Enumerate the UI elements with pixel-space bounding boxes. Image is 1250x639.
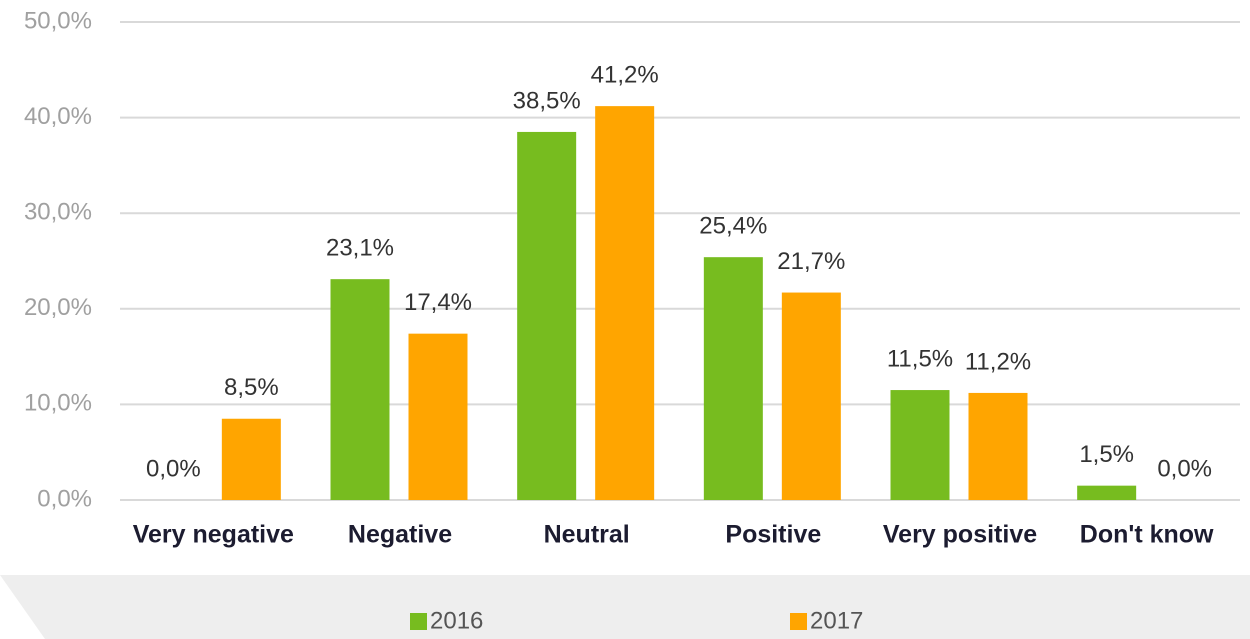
data-label: 23,1% xyxy=(326,235,394,262)
data-label: 17,4% xyxy=(404,289,472,316)
bar xyxy=(517,131,577,500)
bar xyxy=(1077,485,1137,500)
x-tick-label: Don't know xyxy=(1080,521,1214,549)
bar xyxy=(890,390,950,500)
bar xyxy=(703,257,763,500)
x-tick-label: Negative xyxy=(348,521,452,549)
x-tick-label: Very negative xyxy=(133,521,294,549)
y-tick-label: 0,0% xyxy=(37,485,92,512)
legend-background xyxy=(0,575,1250,639)
legend-label: 2017 xyxy=(810,607,863,634)
data-label: 41,2% xyxy=(591,61,659,88)
data-label: 0,0% xyxy=(146,455,201,482)
data-label: 11,5% xyxy=(887,345,953,372)
data-label: 25,4% xyxy=(699,213,767,240)
x-tick-label: Neutral xyxy=(544,521,630,549)
bar xyxy=(221,418,281,500)
bar xyxy=(330,279,390,500)
data-label: 8,5% xyxy=(224,374,279,401)
y-tick-label: 20,0% xyxy=(24,294,92,321)
bar xyxy=(595,106,655,501)
bar xyxy=(781,292,841,500)
bar xyxy=(408,333,468,500)
legend-swatch xyxy=(790,613,807,630)
y-tick-label: 10,0% xyxy=(24,390,92,417)
x-tick-label: Positive xyxy=(725,521,821,549)
x-tick-label: Very positive xyxy=(883,521,1037,549)
y-tick-label: 30,0% xyxy=(24,199,92,226)
data-label: 11,2% xyxy=(965,348,1031,375)
y-tick-label: 40,0% xyxy=(24,103,92,130)
legend-swatch xyxy=(410,613,427,630)
legend-label: 2016 xyxy=(430,607,483,634)
bar xyxy=(968,392,1028,500)
data-label: 1,5% xyxy=(1079,441,1134,468)
data-label: 0,0% xyxy=(1157,455,1212,482)
data-label: 21,7% xyxy=(777,248,845,275)
y-tick-label: 50,0% xyxy=(24,7,92,34)
data-label: 38,5% xyxy=(513,87,581,114)
